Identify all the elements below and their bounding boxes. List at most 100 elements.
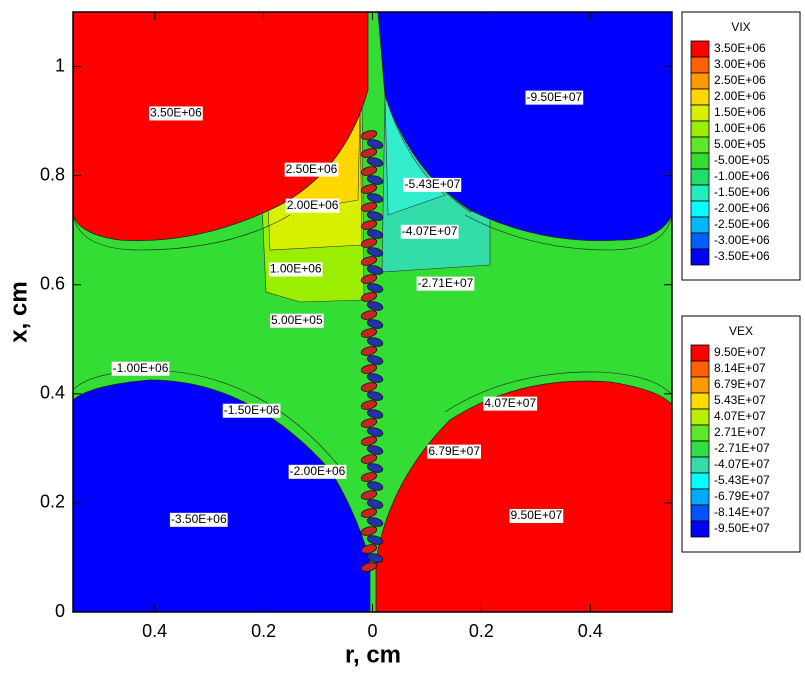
- legend-swatch: [690, 72, 710, 90]
- vortex: [366, 211, 384, 221]
- legend-label: 2.71E+07: [714, 425, 766, 439]
- vortex: [366, 283, 384, 293]
- contour-label: 2.00E+06: [287, 198, 339, 212]
- vortex: [360, 562, 378, 572]
- legend-label: 2.00E+06: [714, 89, 766, 103]
- legend-swatch: [690, 152, 710, 170]
- legend-swatch: [690, 120, 710, 138]
- legend-label: 5.00E+05: [714, 137, 766, 151]
- vortex: [360, 148, 378, 158]
- contour-label: -1.50E+06: [224, 403, 280, 417]
- legend-label: 3.00E+06: [714, 57, 766, 71]
- contour-label-bg: [288, 464, 347, 479]
- legend-swatch: [690, 88, 710, 106]
- vortex: [360, 490, 378, 500]
- y-tick-label: 0.8: [40, 164, 65, 184]
- vortex: [366, 373, 384, 383]
- vortex: [360, 274, 378, 284]
- vortex: [360, 292, 378, 302]
- legend-title: VIX: [731, 20, 750, 34]
- contour-label-bg: [525, 90, 584, 105]
- legend-label: -1.00E+06: [714, 169, 770, 183]
- vortex: [360, 130, 378, 140]
- contour-label: -9.50E+07: [527, 90, 583, 104]
- vortex: [366, 301, 384, 311]
- legend-label: 6.79E+07: [714, 377, 766, 391]
- legend-swatch: [690, 520, 710, 538]
- contour-label: -1.00E+06: [113, 361, 169, 375]
- contour-label-bg: [284, 162, 339, 177]
- contour-label-bg: [403, 177, 462, 192]
- vortex: [360, 418, 378, 428]
- vortex: [360, 346, 378, 356]
- contour-line: [464, 214, 672, 251]
- legend-title: VEX: [729, 324, 753, 338]
- legend-label: -1.50E+06: [714, 185, 770, 199]
- contour-label-bg: [509, 509, 564, 523]
- legend-swatch: [690, 200, 710, 218]
- contour-label-bg: [149, 106, 203, 121]
- vortex: [366, 427, 384, 437]
- vortex: [366, 175, 384, 185]
- vortex-street: [360, 130, 384, 572]
- legend-label: -9.50E+07: [714, 521, 770, 535]
- contour-line: [73, 369, 339, 466]
- vortex: [360, 364, 378, 374]
- vortex: [360, 166, 378, 176]
- y-axis-label: x, cm: [5, 281, 32, 342]
- vortex: [366, 517, 384, 527]
- legend-label: -5.43E+07: [714, 473, 770, 487]
- contour-label: 6.79E+07: [428, 444, 480, 458]
- region: [73, 12, 369, 241]
- vortex: [360, 220, 378, 230]
- y-tick-label: 0.6: [40, 273, 65, 293]
- legend-label: 9.50E+07: [714, 345, 766, 359]
- legend-swatch: [690, 216, 710, 234]
- contour-label-bg: [169, 512, 228, 527]
- contour-label: -2.71E+07: [418, 276, 474, 290]
- legend-swatch: [690, 440, 710, 458]
- contour-label: -2.00E+06: [290, 464, 346, 478]
- vortex: [366, 337, 384, 347]
- legend-label: -5.00E+05: [714, 153, 770, 167]
- legend-label: 2.50E+06: [714, 73, 766, 87]
- legend-label: 8.14E+07: [714, 361, 766, 375]
- legend-swatch: [690, 56, 710, 74]
- vortex: [360, 454, 378, 464]
- x-tick-label: 0.2: [469, 621, 494, 641]
- vortex: [360, 508, 378, 518]
- vortex: [360, 472, 378, 482]
- contour-label-bg: [111, 361, 170, 376]
- legend-swatch: [690, 376, 710, 394]
- y-tick-label: 0.4: [40, 383, 65, 403]
- vortex: [360, 328, 378, 338]
- legend-label: 1.50E+06: [714, 105, 766, 119]
- legend-label: -2.00E+06: [714, 201, 770, 215]
- contour-label-bg: [416, 276, 475, 291]
- vortex: [360, 382, 378, 392]
- vortex: [360, 436, 378, 446]
- contour-label-bg: [285, 198, 340, 213]
- contour-label-bg: [400, 224, 459, 239]
- legend-swatch: [690, 344, 710, 362]
- vortex: [360, 256, 378, 266]
- x-axis-label: r, cm: [345, 641, 401, 668]
- contour-label: -3.50E+06: [171, 512, 227, 526]
- contour-label-bg: [483, 396, 538, 411]
- vortex: [360, 544, 378, 554]
- vortex: [360, 238, 378, 248]
- legend-label: 1.00E+06: [714, 121, 766, 135]
- contour-label: 5.00E+05: [271, 313, 323, 327]
- legend-swatch: [690, 488, 710, 506]
- legend-label: -4.07E+07: [714, 457, 770, 471]
- legend-label: 4.07E+07: [714, 409, 766, 423]
- legend-swatch: [690, 360, 710, 378]
- contour-label: -4.07E+07: [402, 224, 458, 238]
- contour-line: [444, 371, 672, 413]
- legend-label: -3.00E+06: [714, 233, 770, 247]
- legend-swatch: [690, 392, 710, 410]
- vortex: [360, 202, 378, 212]
- contour-label: 2.50E+06: [286, 162, 338, 176]
- y-tick-label: 1: [55, 55, 65, 75]
